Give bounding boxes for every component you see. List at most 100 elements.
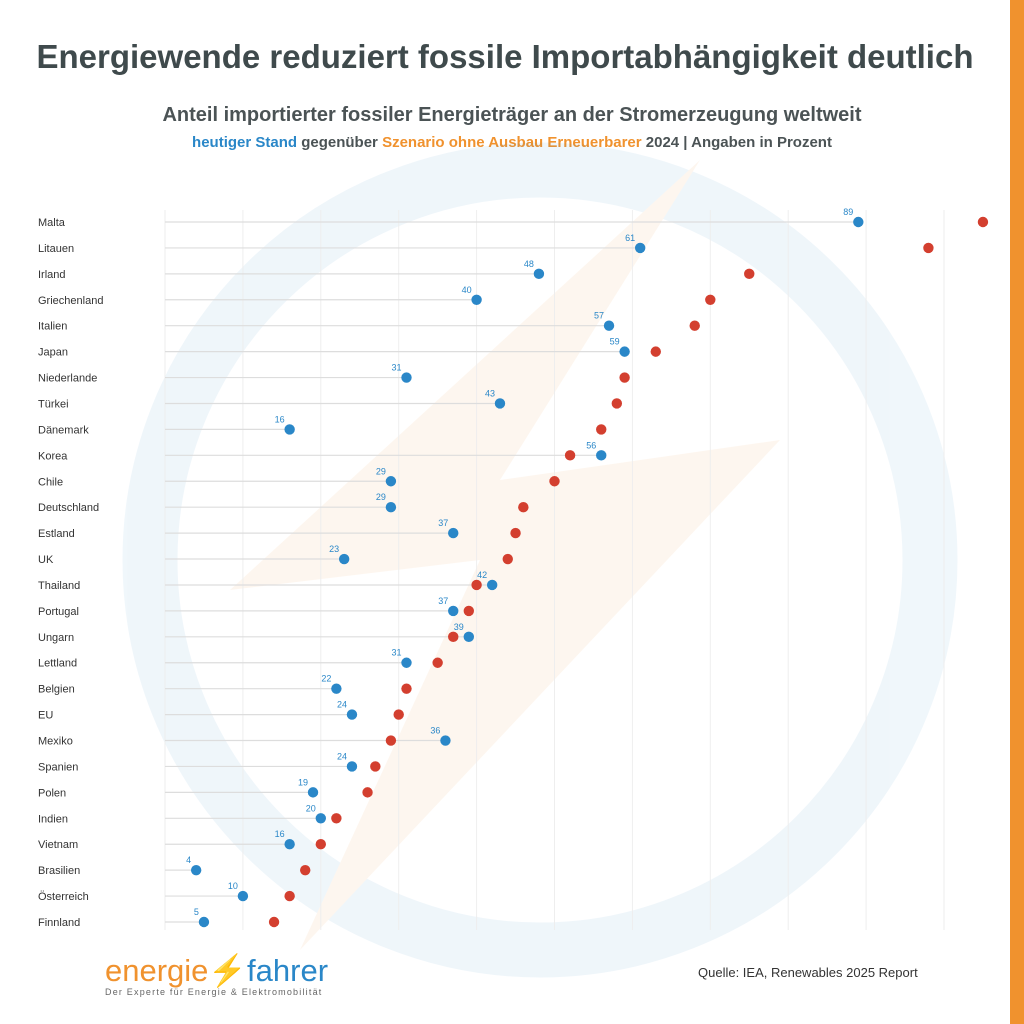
- scenario-dot: [564, 450, 576, 461]
- category-label: Griechenland: [38, 295, 103, 307]
- chart-subtitle: Anteil importierter fossiler Energieträg…: [162, 104, 862, 126]
- logo-tagline: Der Experte für Energie & Elektromobilit…: [105, 987, 323, 997]
- current-value-label: 24: [337, 700, 347, 710]
- current-value-label: 42: [477, 570, 487, 580]
- current-value-label: 37: [438, 596, 448, 606]
- scenario-dot: [448, 631, 459, 643]
- category-label: Brasilien: [38, 865, 80, 877]
- category-label: Korea: [38, 450, 68, 462]
- scenario-dot: [510, 527, 521, 539]
- scenario-dot: [923, 242, 934, 254]
- current-value-label: 5: [194, 907, 199, 917]
- current-value-label: 29: [376, 492, 386, 502]
- scenario-dot: [705, 294, 716, 305]
- scenario-dot: [463, 605, 475, 617]
- current-dot: [385, 476, 397, 487]
- category-label: Dänemark: [38, 424, 89, 436]
- category-label: Ungarn: [38, 632, 74, 644]
- current-dot: [198, 916, 210, 928]
- scenario-dot: [300, 864, 311, 876]
- scenario-dot: [502, 553, 513, 565]
- current-dot: [463, 631, 475, 643]
- scenario-dot: [611, 398, 623, 409]
- scenario-dot: [362, 787, 373, 798]
- category-label: EU: [38, 710, 53, 722]
- category-label: Polen: [38, 787, 66, 799]
- category-label: Österreich: [38, 891, 89, 903]
- current-dot: [346, 761, 358, 772]
- scenario-dot: [331, 813, 342, 824]
- current-dot: [494, 398, 506, 409]
- scenario-dot: [315, 839, 326, 850]
- current-dot: [401, 372, 412, 383]
- current-dot: [448, 605, 459, 617]
- scenario-dot: [549, 476, 560, 487]
- current-dot: [315, 813, 326, 824]
- category-label: Chile: [38, 476, 63, 488]
- current-value-label: 20: [306, 803, 316, 813]
- current-dot: [596, 450, 607, 461]
- current-value-label: 22: [321, 674, 331, 684]
- category-label: Türkei: [38, 398, 69, 410]
- legend-scenario: Szenario ohne Ausbau Erneuerbarer: [382, 134, 642, 151]
- current-value-label: 23: [329, 544, 339, 554]
- scenario-dot: [432, 657, 443, 668]
- current-value-label: 43: [485, 388, 495, 398]
- current-dot: [385, 501, 397, 513]
- category-label: Deutschland: [38, 502, 99, 514]
- scenario-dot: [401, 683, 412, 694]
- current-dot: [533, 268, 545, 280]
- page-title: Energiewende reduziert fossile Importabh…: [36, 38, 974, 75]
- scenario-dot: [619, 372, 630, 383]
- current-value-label: 39: [454, 622, 464, 632]
- current-value-label: 56: [586, 440, 596, 450]
- current-value-label: 57: [594, 311, 604, 321]
- category-label: Malta: [38, 217, 66, 229]
- current-dot: [338, 553, 350, 565]
- current-dot: [440, 735, 451, 746]
- current-value-label: 89: [843, 207, 853, 217]
- current-value-label: 31: [391, 648, 401, 658]
- scenario-dot: [689, 320, 700, 331]
- current-value-label: 31: [391, 363, 401, 373]
- legend-line: heutiger Stand gegenüber Szenario ohne A…: [0, 134, 1024, 151]
- current-dot: [284, 424, 295, 435]
- current-dot: [603, 320, 615, 331]
- scenario-dot: [268, 916, 280, 928]
- scenario-dot: [393, 709, 404, 720]
- current-dot: [486, 579, 498, 591]
- category-label: Spanien: [38, 761, 78, 773]
- source-note: Quelle: IEA, Renewables 2025 Report: [698, 965, 918, 980]
- logo: energie⚡fahrer Der Experte für Energie &…: [105, 952, 328, 997]
- current-dot: [619, 346, 630, 357]
- logo-part2: fahrer: [247, 953, 329, 988]
- scenario-dot: [284, 890, 295, 902]
- legend-suffix: 2024 | Angaben in Prozent: [645, 134, 832, 151]
- current-value-label: 10: [228, 881, 238, 891]
- scenario-dot: [385, 735, 397, 746]
- current-value-label: 29: [376, 466, 386, 476]
- category-label: Irland: [38, 269, 66, 281]
- current-dot: [634, 242, 646, 254]
- category-label: Niederlande: [38, 373, 97, 385]
- scenario-dot: [471, 579, 482, 591]
- category-label: Thailand: [38, 580, 80, 592]
- scenario-dot: [518, 501, 529, 513]
- grid: [164, 210, 945, 930]
- current-value-label: 40: [462, 285, 472, 295]
- rows: Malta 89 Litauen 61 Irland 48 Griechenland 40 It…: [38, 207, 989, 929]
- current-dot: [190, 864, 202, 876]
- current-value-label: 48: [524, 259, 534, 269]
- bolt-icon: ⚡: [208, 953, 248, 988]
- category-label: Litauen: [38, 243, 74, 255]
- current-value-label: 4: [186, 855, 191, 865]
- current-value-label: 16: [275, 414, 285, 424]
- current-value-label: 61: [625, 233, 635, 243]
- category-label: Lettland: [38, 658, 77, 670]
- current-value-label: 24: [337, 751, 347, 761]
- current-dot: [448, 527, 459, 539]
- current-value-label: 59: [610, 337, 620, 347]
- scenario-dot: [744, 268, 755, 280]
- legend-current: heutiger Stand: [192, 134, 298, 151]
